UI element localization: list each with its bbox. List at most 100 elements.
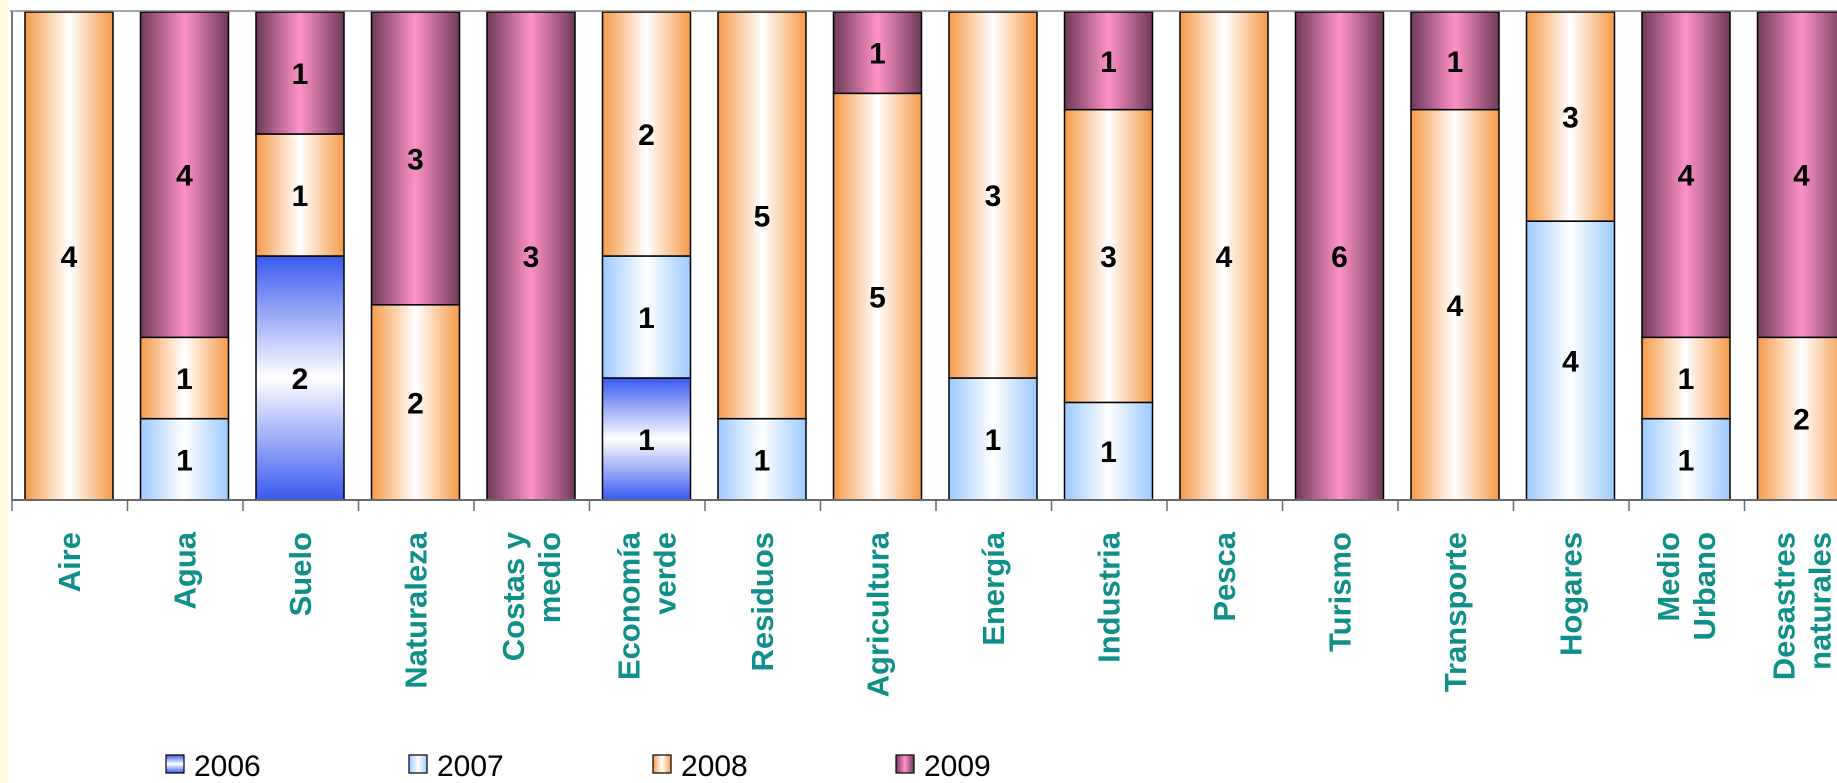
category-label-line: Agricultura — [861, 531, 896, 697]
category-label: Agua — [168, 531, 203, 609]
data-label: 1 — [176, 444, 193, 477]
bar-segment-2008 — [832, 92, 923, 501]
data-label: 3 — [523, 241, 540, 274]
legend-label-2007: 2007 — [437, 750, 504, 783]
category-label: Naturaleza — [399, 531, 434, 689]
category-label: Aire — [52, 532, 87, 592]
bar-segment-2007 — [1641, 417, 1731, 501]
bar-segment-2008 — [255, 133, 345, 257]
data-label: 3 — [407, 143, 424, 176]
category-label-line: Naturaleza — [399, 531, 434, 689]
bar-segment-2008 — [24, 11, 114, 501]
data-label: 1 — [638, 424, 655, 457]
data-label: 4 — [176, 160, 193, 193]
category-label: Industria — [1092, 531, 1127, 663]
category-label-line: Costas y — [496, 531, 531, 661]
legend-label-2009: 2009 — [924, 750, 991, 783]
bar-segment-2009 — [1063, 11, 1154, 111]
legend-swatch-2007 — [408, 754, 428, 774]
data-label: 1 — [869, 38, 886, 71]
category-label-line: Agua — [168, 531, 203, 609]
legend-swatch-2006 — [165, 754, 185, 774]
plot-area: 4 1 1 4 2 1 1 2 3 3 1 1 2 1 5 5 1 1 3 1 3 1 4 6 4 1 4 3 1 1 4 2 4 — [24, 11, 1837, 501]
legend: 2006 2007 2008 2009 — [165, 750, 991, 783]
data-label: 5 — [754, 200, 771, 233]
legend-label-2006: 2006 — [194, 750, 261, 783]
category-label-line: Transporte — [1438, 532, 1473, 692]
data-label: 1 — [292, 58, 309, 91]
category-label: Pesca — [1207, 531, 1242, 621]
category-label: Transporte — [1438, 532, 1473, 692]
category-label: Costas y medio — [496, 531, 567, 661]
category-label-line: Desastres — [1767, 532, 1802, 680]
bar-segment-2006 — [601, 377, 692, 501]
data-label: 4 — [1678, 160, 1695, 193]
category-label: Agricultura — [861, 531, 896, 697]
category-label: Turismo — [1323, 532, 1358, 652]
data-label: 2 — [1793, 404, 1810, 437]
bar-segment-2008 — [601, 11, 692, 257]
data-label: 2 — [292, 363, 309, 396]
bar-segment-2009 — [1410, 11, 1500, 111]
bar-segment-2008 — [1410, 108, 1500, 501]
category-label-line: Suelo — [283, 532, 318, 616]
data-label: 1 — [1678, 363, 1695, 396]
bar-segment-2007 — [601, 255, 692, 379]
data-label: 6 — [1331, 241, 1348, 274]
category-label-line: Urbano — [1687, 532, 1722, 641]
data-label: 1 — [176, 363, 193, 396]
data-label: 2 — [407, 387, 424, 420]
category-label: Economía verde — [612, 531, 683, 680]
bar-segment-2009 — [486, 11, 576, 501]
bar-segment-2009 — [1294, 11, 1385, 501]
data-label: 1 — [1447, 46, 1464, 79]
data-label: 1 — [292, 180, 309, 213]
data-label: 1 — [638, 302, 655, 335]
data-label: 4 — [1793, 160, 1810, 193]
category-label: Medio Urbano — [1651, 532, 1722, 641]
category-label-line: medio — [532, 532, 567, 623]
bar-segment-2007 — [1063, 401, 1154, 501]
data-label: 1 — [1678, 444, 1695, 477]
bar-segment-2009 — [255, 11, 345, 135]
category-label-line: Industria — [1092, 531, 1127, 663]
category-label: Suelo — [283, 532, 318, 616]
bar-segment-2008 — [1525, 11, 1616, 222]
category-label-line: naturales — [1803, 532, 1837, 670]
data-label: 2 — [638, 119, 655, 152]
category-label-line: Pesca — [1207, 531, 1242, 621]
category-labels: Aire Agua Suelo Naturaleza Costas y medio Econ… — [52, 531, 1837, 697]
bar-segment-2008 — [1179, 11, 1269, 501]
category-label: Hogares — [1554, 532, 1589, 656]
category-label: Energía — [976, 531, 1011, 645]
category-label-line: Turismo — [1323, 532, 1358, 652]
data-label: 4 — [1447, 290, 1464, 323]
left-edge — [0, 0, 8, 783]
category-label: Desastres naturales — [1767, 532, 1837, 680]
data-label: 5 — [869, 282, 886, 315]
data-label: 1 — [1100, 436, 1117, 469]
data-label: 4 — [61, 241, 78, 274]
bar-segment-2009 — [832, 11, 923, 95]
data-label: 1 — [985, 424, 1002, 457]
data-label: 3 — [1100, 241, 1117, 274]
data-label: 3 — [1562, 102, 1579, 135]
bar-segment-2008 — [370, 304, 461, 501]
bar-segment-2009 — [1641, 11, 1731, 339]
category-label-line: verde — [648, 532, 683, 615]
category-label-line: Residuos — [745, 532, 780, 672]
legend-label-2008: 2008 — [681, 750, 748, 783]
bar-segment-2007 — [948, 377, 1038, 501]
bar-segment-2007 — [1525, 220, 1616, 501]
bar-segment-2009 — [370, 11, 461, 306]
data-label: 1 — [754, 444, 771, 477]
category-label-line: Economía — [612, 531, 647, 680]
bar-segment-2006 — [255, 255, 345, 501]
data-label: 1 — [1100, 46, 1117, 79]
category-label-line: Hogares — [1554, 532, 1589, 656]
legend-swatch-2009 — [895, 754, 915, 774]
x-axis — [10, 10, 1837, 511]
category-label-line: Medio — [1651, 532, 1686, 622]
bar-segment-2008 — [1641, 336, 1731, 420]
